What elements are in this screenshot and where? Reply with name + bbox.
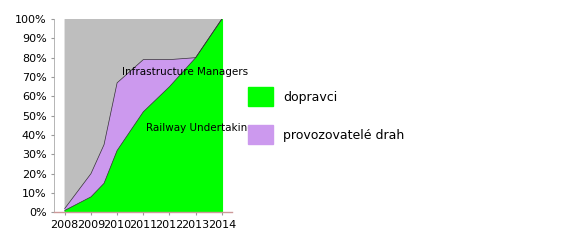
Legend: dopravci, provozovatelé drah: dopravci, provozovatelé drah bbox=[242, 81, 411, 151]
Text: Railway Undertakings: Railway Undertakings bbox=[146, 123, 259, 133]
Text: Infrastructure Managers: Infrastructure Managers bbox=[122, 67, 248, 77]
